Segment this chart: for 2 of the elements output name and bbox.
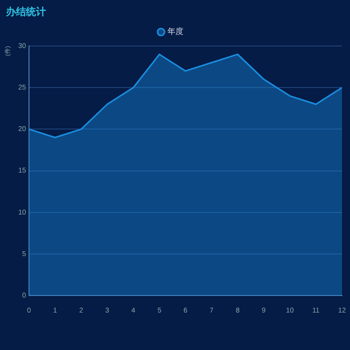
chart-title: 办结统计 xyxy=(6,6,46,19)
legend-label: 年度 xyxy=(168,27,184,36)
